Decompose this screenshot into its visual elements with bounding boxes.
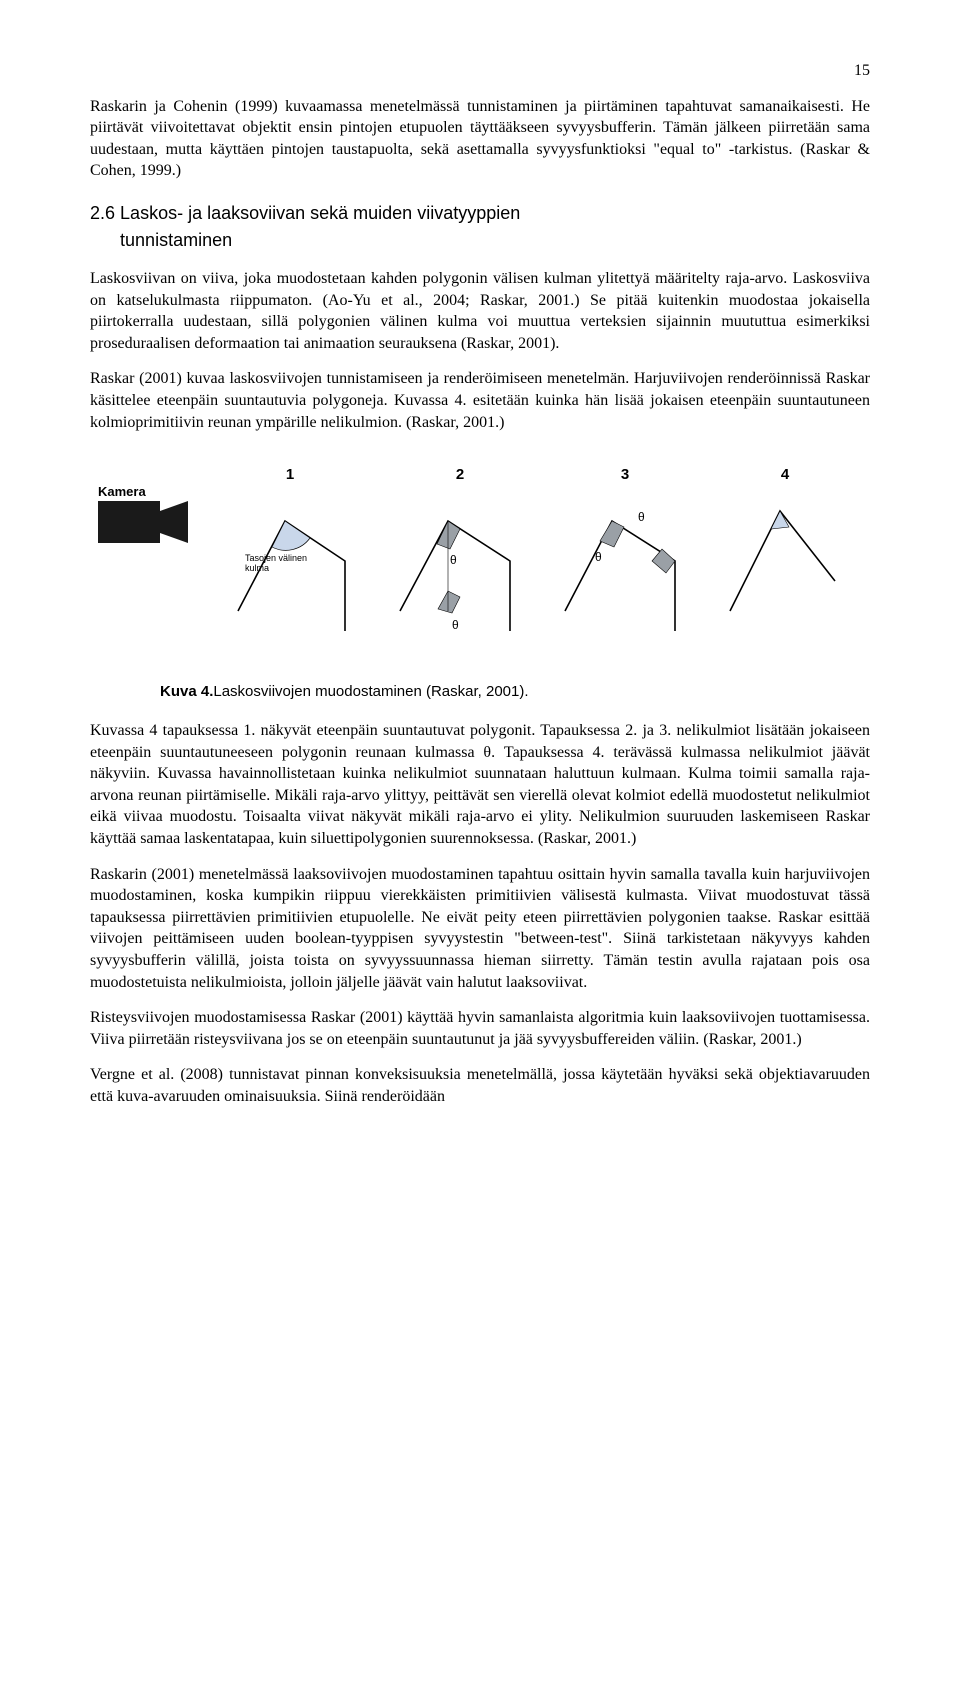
fig-label-1: 1	[286, 466, 294, 483]
fig-label-3: 3	[621, 466, 629, 483]
paragraph-4: Kuvassa 4 tapauksessa 1. näkyvät eteenpä…	[90, 720, 870, 850]
paragraph-7: Vergne et al. (2008) tunnistavat pinnan …	[90, 1064, 870, 1107]
section-number: 2.6	[90, 200, 115, 227]
section-title-line1: Laskos- ja laaksoviivan sekä muiden viiv…	[120, 203, 520, 223]
theta-2a: θ	[450, 553, 457, 567]
paragraph-2: Laskosviivan on viiva, joka muodostetaan…	[90, 268, 870, 354]
theta-3b: θ	[638, 510, 645, 524]
theta-3a: θ	[595, 550, 602, 564]
paragraph-6: Risteysviivojen muodostamisessa Raskar (…	[90, 1007, 870, 1050]
theta-2b: θ	[452, 618, 459, 632]
section-heading: 2.6 Laskos- ja laaksoviivan sekä muiden …	[90, 200, 870, 254]
camera-label: Kamera	[98, 484, 146, 499]
fig-panel-2: θ θ	[400, 521, 510, 632]
figure-caption-rest: Laskosviivojen muodostaminen (Raskar, 20…	[213, 683, 528, 700]
camera-icon: Kamera	[98, 484, 188, 543]
paragraph-5: Raskarin (2001) menetelmässä laaksoviivo…	[90, 864, 870, 994]
svg-text:Tasojen välinen: Tasojen välinen	[245, 553, 307, 563]
fig-panel-4	[730, 511, 835, 611]
figure-4-caption: Kuva 4.Laskosviivojen muodostaminen (Ras…	[160, 682, 870, 702]
svg-text:kulma: kulma	[245, 563, 269, 573]
paragraph-1: Raskarin ja Cohenin (1999) kuvaamassa me…	[90, 96, 870, 182]
figure-4-svg: 1 2 3 4 Kamera Tasojen välinen kulma θ θ	[90, 461, 850, 651]
fig-label-2: 2	[456, 466, 464, 483]
fig-panel-1: Tasojen välinen kulma	[238, 521, 345, 631]
paragraph-3: Raskar (2001) kuvaa laskosviivojen tunni…	[90, 368, 870, 433]
section-title-line2: tunnistaminen	[120, 230, 232, 250]
fig-panel-3: θ θ	[565, 510, 675, 631]
fig-label-4: 4	[781, 466, 790, 483]
figure-4: 1 2 3 4 Kamera Tasojen välinen kulma θ θ	[90, 461, 870, 702]
page-number: 15	[90, 60, 870, 82]
figure-caption-bold: Kuva 4.	[160, 683, 213, 700]
